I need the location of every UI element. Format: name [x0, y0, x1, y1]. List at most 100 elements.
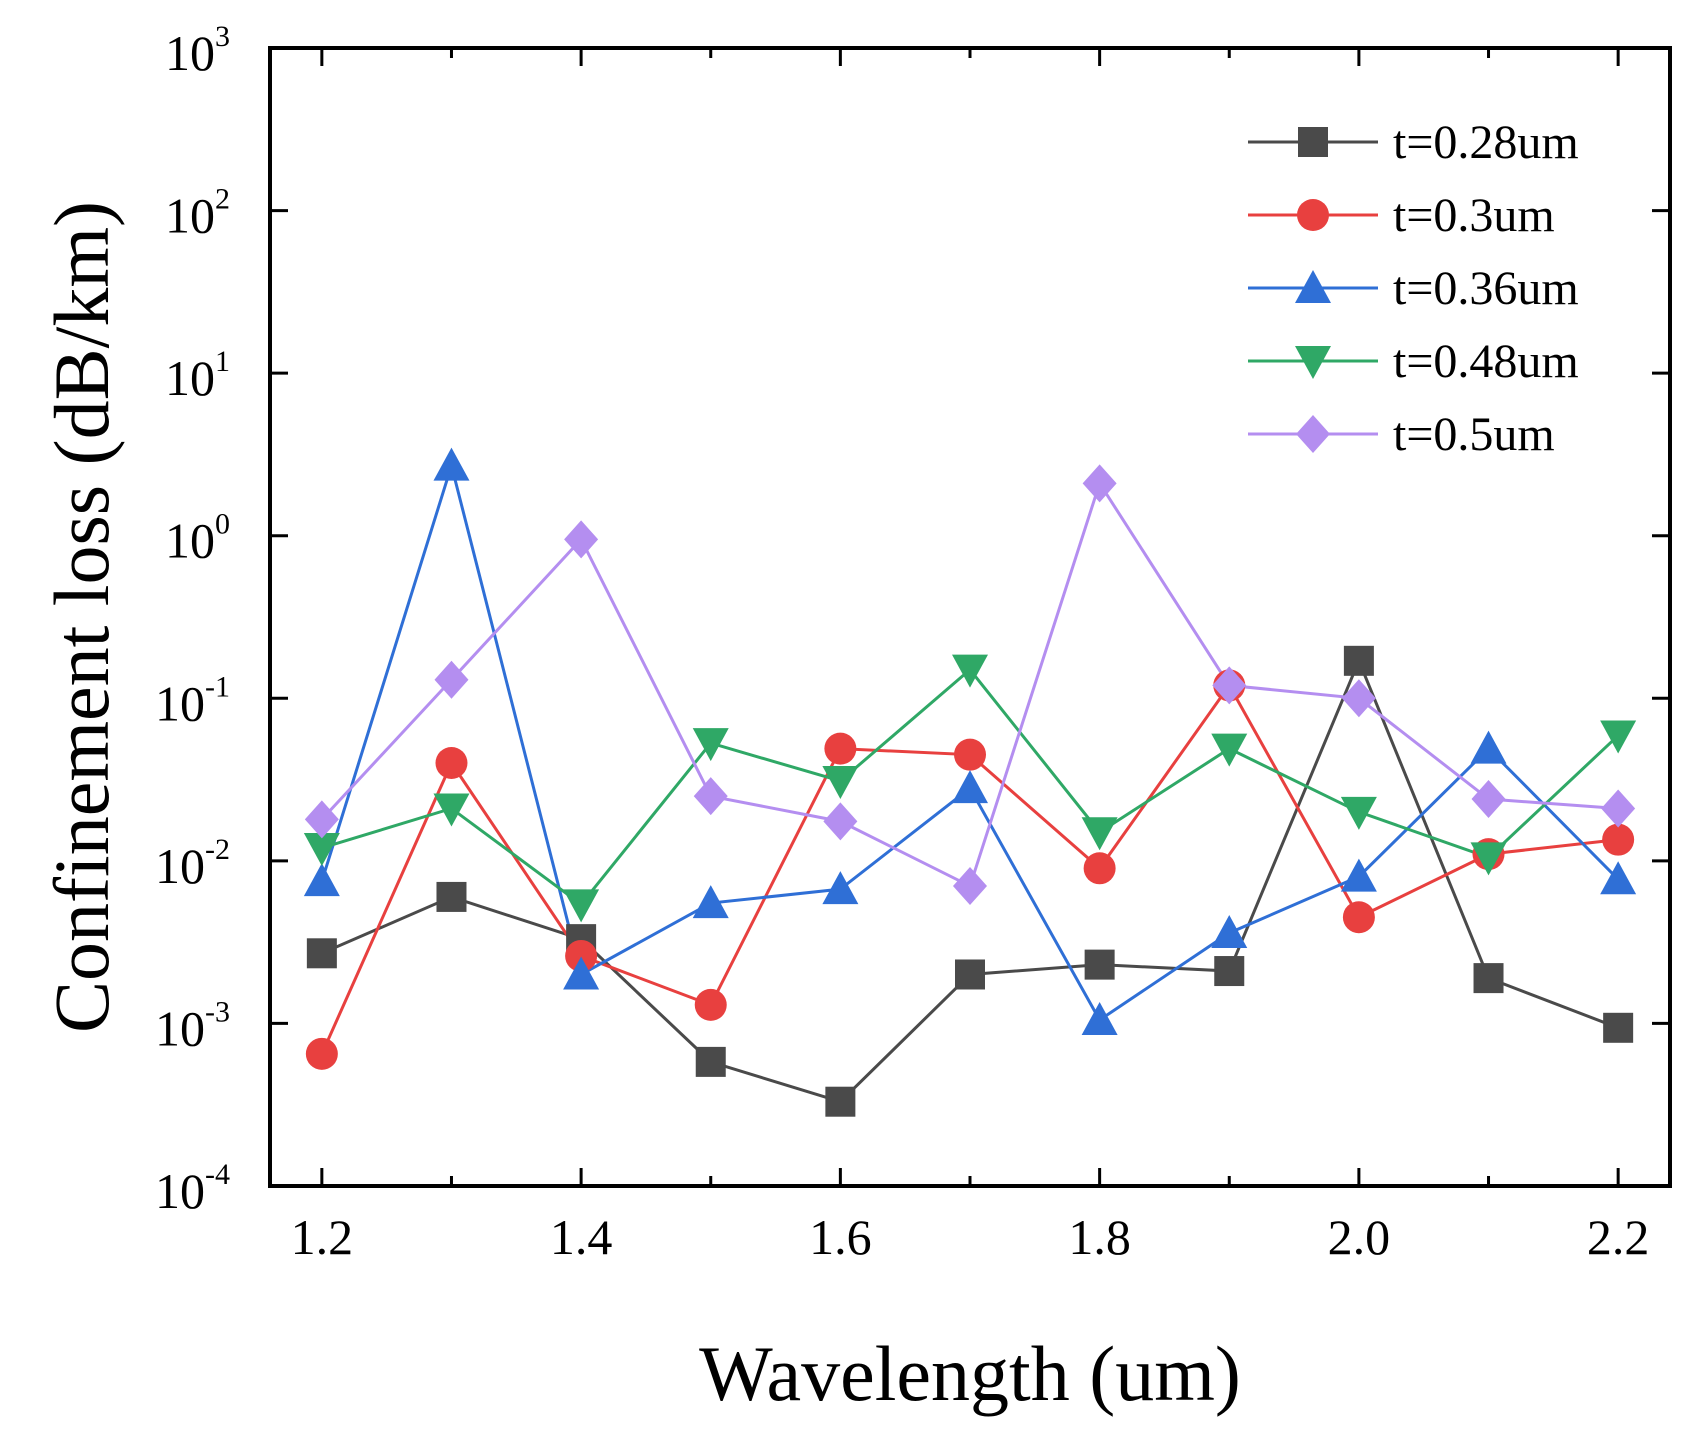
y-tick-exponent: 1 [215, 345, 230, 378]
y-axis-label: Confinement loss (dB/km) [38, 201, 125, 1033]
data-point [1473, 963, 1504, 994]
data-point [303, 863, 340, 897]
data-point [694, 988, 727, 1021]
legend-label: t=0.28um [1393, 116, 1579, 169]
data-point [433, 793, 470, 827]
data-point [1602, 823, 1635, 856]
data-point [434, 660, 469, 699]
y-tick-label: 10-2 [155, 833, 230, 894]
data-point [1211, 914, 1248, 948]
y-tick-label: 10-4 [155, 1158, 230, 1219]
plot-frame [268, 46, 1672, 1188]
data-point [1471, 780, 1506, 819]
y-tick-exponent: -2 [205, 833, 230, 866]
y-tick-base: 10 [155, 838, 205, 894]
legend-label: t=0.36um [1393, 262, 1579, 315]
x-tick-label: 1.6 [809, 1209, 872, 1265]
y-tick-base: 10 [155, 1163, 205, 1219]
data-point [1341, 679, 1376, 718]
axis-ticks [270, 46, 1670, 1188]
x-tick-label: 2.0 [1328, 1209, 1391, 1265]
legend-marker [1296, 415, 1330, 453]
data-point [1082, 464, 1117, 503]
y-tick-exponent: 2 [215, 183, 230, 216]
data-point [435, 746, 468, 779]
data-point [1342, 901, 1375, 934]
data-point [563, 956, 600, 990]
y-tick-base: 10 [155, 1000, 205, 1056]
data-point [433, 447, 470, 481]
y-tick-exponent: -1 [205, 670, 230, 703]
data-point [436, 881, 467, 912]
y-tick-base: 10 [155, 675, 205, 731]
y-tick-base: 10 [165, 25, 215, 81]
legend-marker [1298, 127, 1328, 157]
data-point [1083, 852, 1116, 885]
data-point [1214, 956, 1245, 987]
data-point [824, 732, 857, 765]
data-point [1601, 789, 1636, 828]
data-point [822, 765, 859, 799]
y-tick-exponent: 3 [215, 20, 230, 53]
y-tick-label: 100 [165, 508, 230, 569]
data-point [1084, 949, 1115, 980]
data-point [1343, 645, 1374, 676]
data-point [955, 959, 985, 990]
x-axis-label: Wavelength (um) [699, 1330, 1241, 1417]
x-tick-label: 1.2 [291, 1209, 354, 1265]
data-point [692, 885, 729, 919]
data-point [306, 938, 337, 969]
data-point [1211, 733, 1248, 767]
tick-labels: 1.2 1.4 1.6 1.8 2.0 2.210-410-310-210-1100101… [155, 20, 1649, 1265]
data-point [1470, 842, 1507, 876]
data-point [1081, 817, 1118, 851]
x-tick-label: 1.8 [1068, 1209, 1131, 1265]
data-point [1600, 720, 1637, 754]
data-point [954, 738, 986, 771]
legend-marker [1295, 346, 1331, 379]
legend-label: t=0.48um [1393, 335, 1579, 388]
y-tick-exponent: -3 [205, 995, 230, 1028]
legend-marker [1295, 270, 1331, 303]
data-point [822, 871, 859, 905]
data-point [953, 867, 987, 906]
y-tick-label: 103 [165, 20, 230, 81]
data-point [1212, 666, 1247, 705]
data-point [563, 889, 600, 923]
legend-marker [1297, 199, 1329, 231]
data-point [695, 1046, 726, 1077]
y-tick-exponent: 0 [215, 508, 230, 541]
data-point [304, 800, 339, 839]
data-point [303, 832, 340, 866]
data-point [565, 939, 598, 972]
x-tick-label: 1.4 [550, 1209, 613, 1265]
y-tick-label: 102 [165, 183, 230, 244]
data-point [1081, 1001, 1118, 1035]
data-point [1340, 858, 1377, 892]
data-point [825, 1086, 856, 1117]
data-point [1603, 1012, 1634, 1043]
data-point [952, 654, 988, 688]
y-tick-exponent: -4 [205, 1158, 230, 1191]
legend-label: t=0.3um [1393, 189, 1555, 242]
y-tick-base: 10 [165, 350, 215, 406]
y-tick-base: 10 [165, 513, 215, 569]
x-tick-label: 2.2 [1587, 1209, 1650, 1265]
data-point [693, 777, 728, 816]
series-markers [303, 447, 1637, 1117]
data-point [1470, 730, 1507, 764]
legend-label: t=0.5um [1393, 408, 1555, 461]
y-tick-label: 10-3 [155, 995, 230, 1056]
data-point [1340, 796, 1377, 830]
data-point [305, 1037, 338, 1070]
data-point [692, 728, 729, 762]
data-point [823, 802, 858, 841]
data-point [1600, 861, 1637, 895]
y-tick-label: 10-1 [155, 670, 230, 731]
y-tick-base: 10 [165, 188, 215, 244]
data-point [564, 520, 599, 559]
legend: t=0.28um t=0.3um t=0.36um t=0.48um t=0.5um [1248, 116, 1579, 461]
data-point [952, 770, 988, 804]
y-tick-label: 101 [165, 345, 230, 406]
